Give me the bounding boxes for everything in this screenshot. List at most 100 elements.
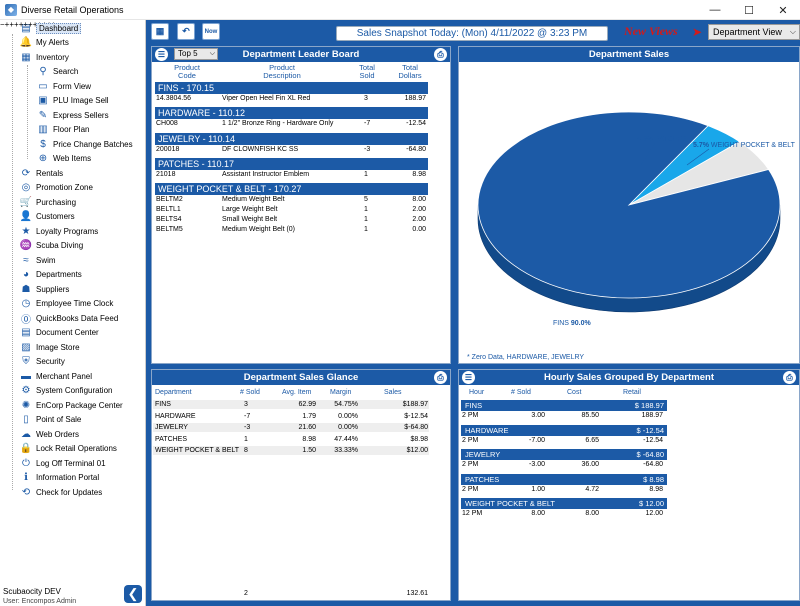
quickbooks-icon: ⓪	[21, 314, 31, 326]
info-icon: ℹ	[24, 472, 28, 483]
sidebar-item-web-items[interactable]: ⊕ Web Items	[37, 152, 91, 166]
hourly-column-header: Retail	[623, 389, 641, 396]
pie-label-name: PATCHES	[652, 136, 687, 143]
sidebar-item-dashboard[interactable]: ▤ Dashboard	[20, 21, 82, 35]
sidebar-item-price-change-batches[interactable]: $ Price Change Batches	[37, 137, 133, 151]
sidebar-item-quickbooks-data-feed[interactable]: ⓪ QuickBooks Data Feed	[20, 311, 118, 326]
sidebar-item-inventory[interactable]: ▦ Inventory	[20, 50, 69, 64]
expand-toggle[interactable]: +	[18, 20, 24, 29]
print-icon[interactable]: ⎙	[434, 371, 447, 384]
sidebar-item-employee-time-clock[interactable]: ◷ Employee Time Clock	[20, 297, 114, 311]
sidebar-item-point-of-sale[interactable]: ▯ Point of Sale	[20, 413, 81, 427]
sidebar-item-floor-plan[interactable]: ▥ Floor Plan	[37, 123, 89, 137]
sidebar-item-document-center[interactable]: ▤ Document Center	[20, 326, 98, 340]
sidebar-item-merchant-panel[interactable]: ▬ Merchant Panel	[20, 369, 92, 383]
sidebar-item-scuba-diving[interactable]: ♒ Scuba Diving	[20, 239, 83, 253]
sidebar-item-log-off-terminal-01[interactable]: ⏻ Log Off Terminal 01	[20, 456, 106, 470]
view-select[interactable]: Department View ⌵	[708, 24, 800, 40]
sidebar-item-encorp-package-center[interactable]: ✺ EnCorp Package Center	[20, 398, 123, 412]
glance-total-sales: 132.61	[406, 590, 428, 597]
expand-toggle[interactable]: +	[23, 20, 29, 29]
menu-icon[interactable]: ☰	[155, 48, 168, 61]
sidebar-item-plu-image-sell[interactable]: ▣ PLU Image Sell	[37, 94, 108, 108]
leaderboard-title: Department Leader Board	[242, 49, 360, 60]
new-views-label: New Views	[624, 24, 678, 38]
sidebar-item-suppliers[interactable]: ☗ Suppliers	[20, 282, 70, 296]
product-code: CH008	[156, 120, 178, 128]
hourly-hour: 2 PM	[462, 485, 479, 493]
pie-label: 5.7% WEIGHT POCKET & BELT	[693, 142, 795, 149]
glance-avg-item: 1.50	[302, 447, 316, 454]
glance-sales: $8.98	[410, 435, 428, 443]
hourly-hour: 12 PM	[462, 510, 483, 517]
menu-icon[interactable]: ☰	[462, 371, 475, 384]
binoculars-icon: ⚲	[39, 66, 47, 77]
sidebar-item-rentals[interactable]: ⟳ Rentals	[20, 166, 63, 180]
promotion-icon: ◎	[21, 182, 31, 193]
close-button[interactable]: ✕	[778, 4, 788, 17]
sidebar-item-label: Web Orders	[36, 429, 79, 439]
sidebar-item-system-configuration[interactable]: ⚙ System Configuration	[20, 384, 113, 398]
sidebar-item-label: Information Portal	[36, 473, 100, 482]
glance-margin: 0.00%	[338, 424, 358, 431]
hourly-group-total: $ 8.98	[643, 474, 664, 484]
hourly-retail: 8.98	[649, 485, 663, 493]
calendar-grid-button[interactable]: ▦	[151, 23, 169, 40]
sidebar-item-web-orders[interactable]: ☁ Web Orders	[20, 427, 79, 441]
expand-toggle[interactable]: +	[14, 20, 19, 29]
hourly-sold: 8.00	[531, 510, 545, 517]
expand-toggle[interactable]: +	[28, 20, 33, 29]
star-icon: ★	[21, 225, 31, 237]
total-dollars: 188.97	[404, 95, 426, 102]
sidebar-item-my-alerts[interactable]: 🔔 My Alerts	[20, 36, 69, 50]
pie-label-value: 90.0%	[570, 320, 591, 327]
sidebar-item-label: Price Change Batches	[53, 139, 133, 149]
now-button[interactable]: Now	[202, 23, 220, 40]
sidebar-item-search[interactable]: ⚲ Search	[37, 65, 78, 79]
sidebar-item-lock-retail-operations[interactable]: 🔒 Lock Retail Operations	[20, 442, 117, 456]
print-icon[interactable]: ⎙	[434, 48, 447, 61]
group-header: FINS - 170.15	[155, 82, 428, 94]
sidebar-item-check-for-updates[interactable]: ⟲ Check for Updates	[20, 485, 102, 499]
expand-toggle[interactable]: −	[0, 20, 5, 29]
sidebar-item-label: Log Off Terminal 01	[36, 458, 106, 468]
sidebar-item-customers[interactable]: 👤 Customers	[20, 210, 75, 224]
hourly-cost: 36.00	[581, 461, 599, 468]
glance-sales: $188.97	[402, 401, 428, 408]
sidebar-item-promotion-zone[interactable]: ◎ Promotion Zone	[20, 181, 93, 195]
total-sold: 1	[364, 206, 368, 213]
minimize-button[interactable]: —	[709, 4, 721, 16]
back-button[interactable]: ↶	[177, 23, 195, 40]
glance-avg-item: 62.99	[298, 401, 316, 408]
package-icon: ✺	[21, 399, 31, 411]
total-dollars: 0.00	[412, 225, 426, 233]
sidebar-item-purchasing[interactable]: 🛒 Purchasing	[20, 195, 76, 209]
expand-toggle[interactable]: +	[33, 20, 38, 29]
pie-label: FINS 90.0%	[553, 320, 591, 327]
sidebar-item-label: Rentals	[36, 168, 64, 178]
print-icon[interactable]: ⎙	[783, 371, 796, 384]
sidebar-item-loyalty-programs[interactable]: ★ Loyalty Programs	[20, 224, 99, 238]
image-icon: ▣	[38, 95, 48, 106]
price-icon: $	[40, 138, 46, 150]
sidebar-item-form-view[interactable]: ▭ Form View	[37, 79, 91, 93]
expand-toggle[interactable]: +	[9, 20, 15, 29]
hourly-group-name: PATCHES	[465, 474, 500, 484]
sidebar-item-departments[interactable]: ◕ Departments	[20, 268, 82, 282]
pie-label-name: WEIGHT POCKET & BELT	[708, 142, 795, 149]
sidebar-item-security[interactable]: ⛨ Security	[20, 355, 65, 369]
glance-sold: 8	[244, 447, 248, 454]
window-controls: — ☐ ✕	[698, 0, 800, 20]
top-count-select[interactable]: Top 5 ⌵	[174, 48, 218, 60]
main-area: ▦ ↶ Now Sales Snapshot Today: (Mon) 4/11…	[146, 20, 800, 606]
sidebar-item-information-portal[interactable]: ℹ Information Portal	[20, 471, 99, 485]
hourly-cost: 85.50	[581, 412, 599, 419]
sidebar-item-express-sellers[interactable]: ✎ Express Sellers	[37, 108, 109, 122]
expand-toggle[interactable]: +	[4, 20, 10, 29]
sidebar-item-label: Swim	[36, 255, 56, 265]
maximize-button[interactable]: ☐	[744, 4, 754, 17]
sidebar-item-swim[interactable]: ≈ Swim	[20, 253, 56, 267]
collapse-sidebar-button[interactable]: ❮	[124, 585, 142, 603]
sidebar-item-image-store[interactable]: ▨ Image Store	[20, 340, 79, 354]
product-code: BELTL1	[156, 206, 181, 213]
